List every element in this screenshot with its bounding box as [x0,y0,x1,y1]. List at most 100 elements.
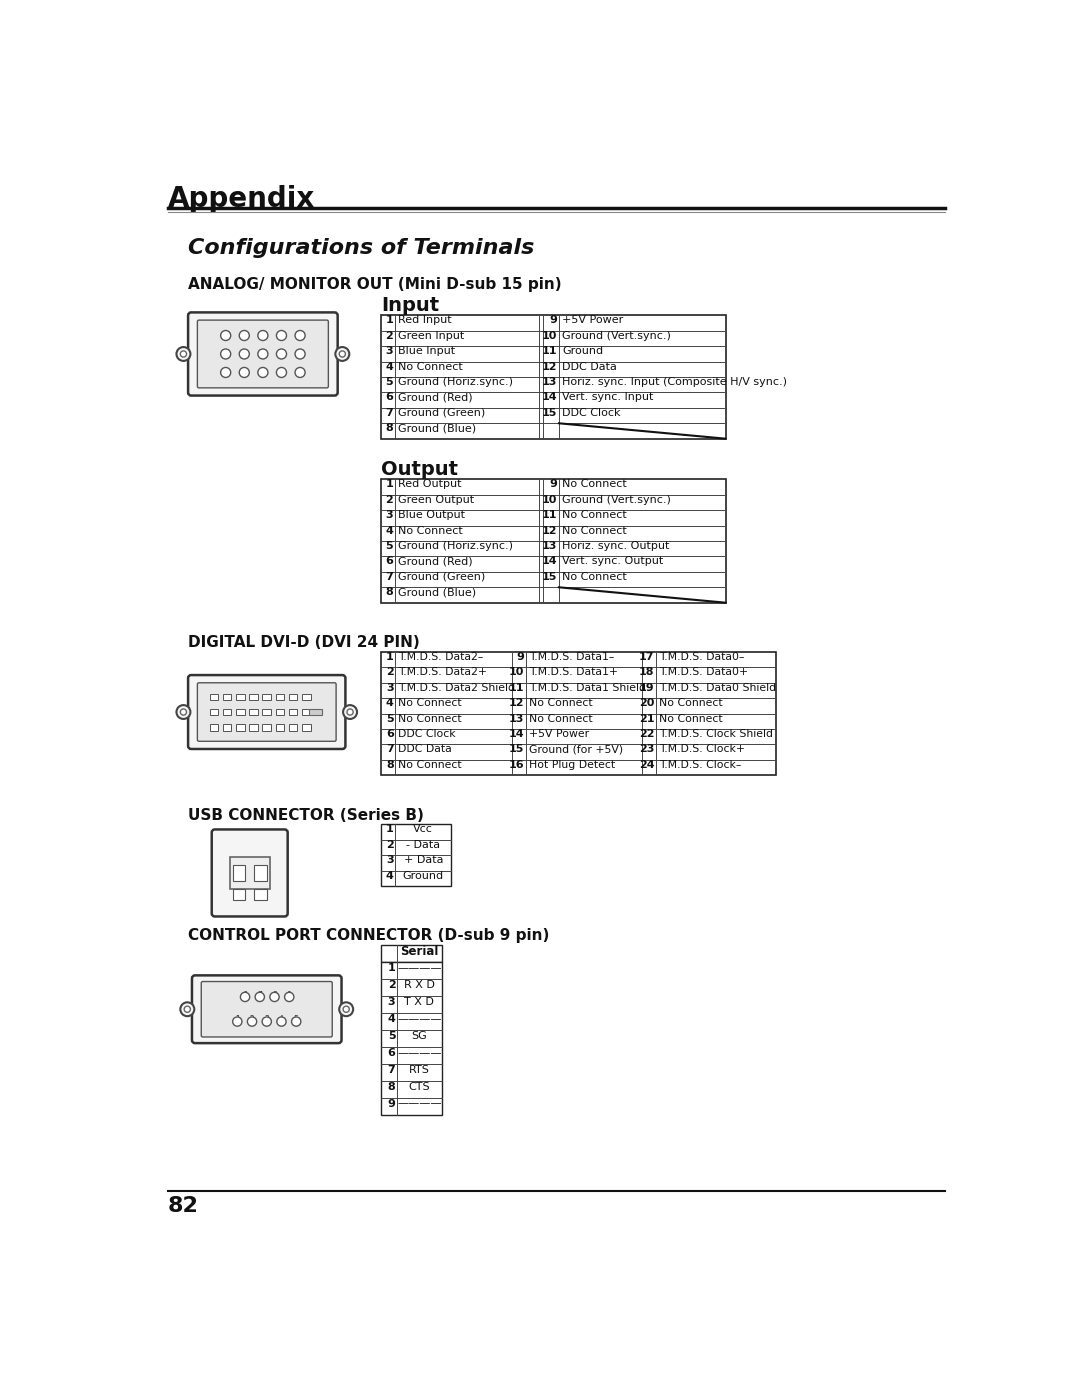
FancyBboxPatch shape [198,683,336,742]
Text: 1: 1 [386,479,393,489]
FancyBboxPatch shape [188,675,346,749]
Bar [302,725,311,731]
Text: CTS: CTS [408,1081,430,1091]
Text: Serial: Serial [401,944,438,957]
Bar [237,693,245,700]
Text: Appendix: Appendix [167,184,314,212]
Text: 4: 4 [386,870,394,880]
Text: 15: 15 [509,745,524,754]
Bar [302,693,311,700]
Circle shape [343,705,357,719]
Text: 22: 22 [638,729,654,739]
Text: ————: ———— [397,963,442,974]
Circle shape [276,1017,286,1027]
Bar [255,865,267,880]
Text: 3: 3 [235,887,242,897]
Text: 4: 4 [386,362,393,372]
Text: No Connect: No Connect [399,714,462,724]
Text: Ground (Green): Ground (Green) [399,571,486,583]
Circle shape [295,367,306,377]
Text: No Connect: No Connect [399,525,463,535]
Text: 2: 2 [387,668,394,678]
Circle shape [232,1017,242,1027]
Bar [381,479,726,602]
Text: 1: 1 [235,1016,240,1024]
Bar [381,946,442,963]
Text: 9: 9 [287,990,292,999]
Text: - Data: - Data [406,840,441,849]
Text: 12: 12 [509,698,524,708]
Text: No Connect: No Connect [562,525,626,535]
Text: Hot Plug Detect: Hot Plug Detect [529,760,615,770]
Text: ————: ———— [397,1098,442,1109]
Text: 7: 7 [257,990,262,999]
Text: T.M.D.S. Clock+: T.M.D.S. Clock+ [659,745,745,754]
Text: 2: 2 [249,1016,255,1024]
Text: 4: 4 [242,367,246,373]
Text: Ground (Blue): Ground (Blue) [399,587,476,598]
Text: ANALOG/ MONITOR OUT (Mini D-sub 15 pin): ANALOG/ MONITOR OUT (Mini D-sub 15 pin) [188,277,562,292]
Text: Output: Output [381,460,458,479]
Text: 8: 8 [386,587,393,598]
Text: 12: 12 [542,362,557,372]
Text: Ground (Red): Ground (Red) [399,393,473,402]
Text: 3: 3 [260,367,265,373]
Circle shape [258,367,268,377]
Text: 9: 9 [242,349,246,355]
Text: Horiz. sync. Output: Horiz. sync. Output [562,541,670,550]
Text: CONTROL PORT CONNECTOR (D-sub 9 pin): CONTROL PORT CONNECTOR (D-sub 9 pin) [188,929,549,943]
Text: 4: 4 [386,698,394,708]
Text: 11: 11 [509,683,524,693]
Circle shape [262,1017,271,1027]
Text: 13: 13 [509,714,524,724]
Bar [288,708,297,715]
Text: 20: 20 [639,698,654,708]
Text: 10: 10 [542,495,557,504]
Text: 82: 82 [167,1196,199,1215]
Text: SG: SG [411,1031,428,1041]
Bar [302,708,311,715]
Text: No Connect: No Connect [529,698,592,708]
Circle shape [295,331,306,341]
Circle shape [247,1017,257,1027]
Circle shape [292,1017,301,1027]
Text: 9: 9 [550,316,557,326]
Text: Ground (for +5V): Ground (for +5V) [529,745,623,754]
Text: 6: 6 [298,349,302,355]
Text: 5: 5 [224,367,228,373]
Text: 4: 4 [386,525,393,535]
Bar [275,708,284,715]
Circle shape [258,349,268,359]
Text: 16: 16 [509,760,524,770]
Text: 9: 9 [516,652,524,662]
Text: 10: 10 [542,331,557,341]
Text: Vert. sync. Output: Vert. sync. Output [562,556,663,567]
Text: 13: 13 [542,541,557,550]
Bar [232,888,245,900]
Text: 5: 5 [388,1031,395,1041]
Text: 11: 11 [296,331,305,337]
Text: USB CONNECTOR (Series B): USB CONNECTOR (Series B) [188,807,423,823]
Circle shape [276,367,286,377]
Circle shape [284,992,294,1002]
Text: 15: 15 [542,571,557,583]
Text: 7: 7 [386,571,393,583]
Circle shape [180,708,187,715]
Circle shape [185,1006,190,1013]
Bar [262,725,271,731]
Bar [237,725,245,731]
Text: No Connect: No Connect [562,510,626,520]
Circle shape [343,1006,349,1013]
Text: 3: 3 [388,997,395,1007]
Text: DDC Data: DDC Data [562,362,617,372]
Text: Vert. sync. Input: Vert. sync. Input [562,393,653,402]
Text: Ground: Ground [562,346,603,356]
Text: Red Output: Red Output [399,479,462,489]
Text: T.M.D.S. Data1 Shield: T.M.D.S. Data1 Shield [529,683,646,693]
Circle shape [276,331,286,341]
Text: +5V Power: +5V Power [562,316,623,326]
Text: No Connect: No Connect [399,362,463,372]
Text: 7: 7 [280,349,284,355]
Text: 3: 3 [386,510,393,520]
Text: 2: 2 [387,840,394,849]
